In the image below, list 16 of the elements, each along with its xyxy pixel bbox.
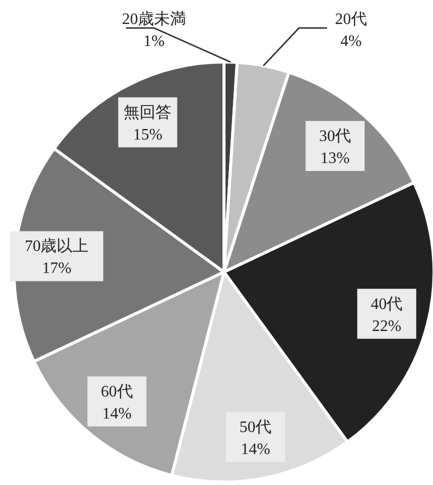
data-label: 22%: [372, 318, 402, 335]
data-label: 15%: [133, 126, 162, 144]
slice-label: 70歳以上: [24, 237, 89, 256]
slice-label: 40代: [370, 296, 403, 313]
slice-label: 60代: [100, 383, 133, 400]
data-label: 13%: [320, 150, 350, 167]
data-label: 4%: [340, 33, 362, 50]
data-label: 17%: [42, 260, 72, 278]
slice-label: 50代: [239, 419, 272, 436]
data-label: 1%: [143, 33, 165, 50]
slice-label: 20代: [335, 11, 367, 28]
slice-label: 20歳未満: [122, 10, 186, 28]
data-label: 14%: [240, 441, 270, 458]
data-label: 14%: [102, 405, 132, 422]
slice-label: 無回答: [124, 104, 172, 122]
slice-label: 30代: [319, 128, 352, 145]
